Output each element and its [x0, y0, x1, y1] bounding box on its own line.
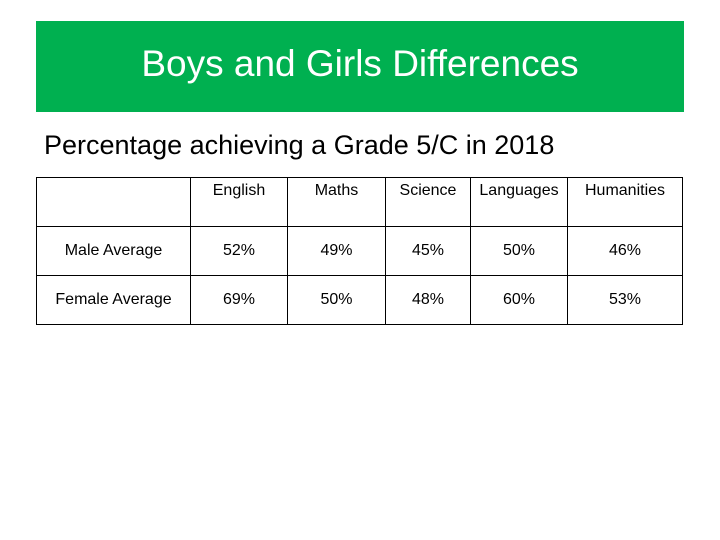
- column-header-maths: Maths: [287, 177, 386, 227]
- cell-female-maths: 50%: [287, 275, 386, 325]
- row-label-female: Female Average: [36, 275, 191, 325]
- table-row: Female Average 69% 50% 48% 60% 53%: [36, 275, 683, 325]
- table-header-row: English Maths Science Languages Humaniti…: [36, 177, 683, 227]
- cell-female-languages: 60%: [470, 275, 568, 325]
- cell-female-english: 69%: [190, 275, 288, 325]
- cell-male-english: 52%: [190, 226, 288, 276]
- cell-male-languages: 50%: [470, 226, 568, 276]
- slide-subtitle: Percentage achieving a Grade 5/C in 2018: [44, 130, 555, 160]
- column-header-humanities: Humanities: [567, 177, 683, 227]
- title-bar: Boys and Girls Differences: [36, 21, 684, 112]
- column-header-languages: Languages: [470, 177, 568, 227]
- cell-female-humanities: 53%: [567, 275, 683, 325]
- cell-female-science: 48%: [385, 275, 471, 325]
- column-header-science: Science: [385, 177, 471, 227]
- cell-male-science: 45%: [385, 226, 471, 276]
- table-row: Male Average 52% 49% 45% 50% 46%: [36, 226, 683, 276]
- row-label-male: Male Average: [36, 226, 191, 276]
- cell-male-humanities: 46%: [567, 226, 683, 276]
- slide-title: Boys and Girls Differences: [141, 42, 579, 84]
- corner-header-cell: [36, 177, 191, 227]
- grades-table: English Maths Science Languages Humaniti…: [36, 177, 683, 325]
- cell-male-maths: 49%: [287, 226, 386, 276]
- column-header-english: English: [190, 177, 288, 227]
